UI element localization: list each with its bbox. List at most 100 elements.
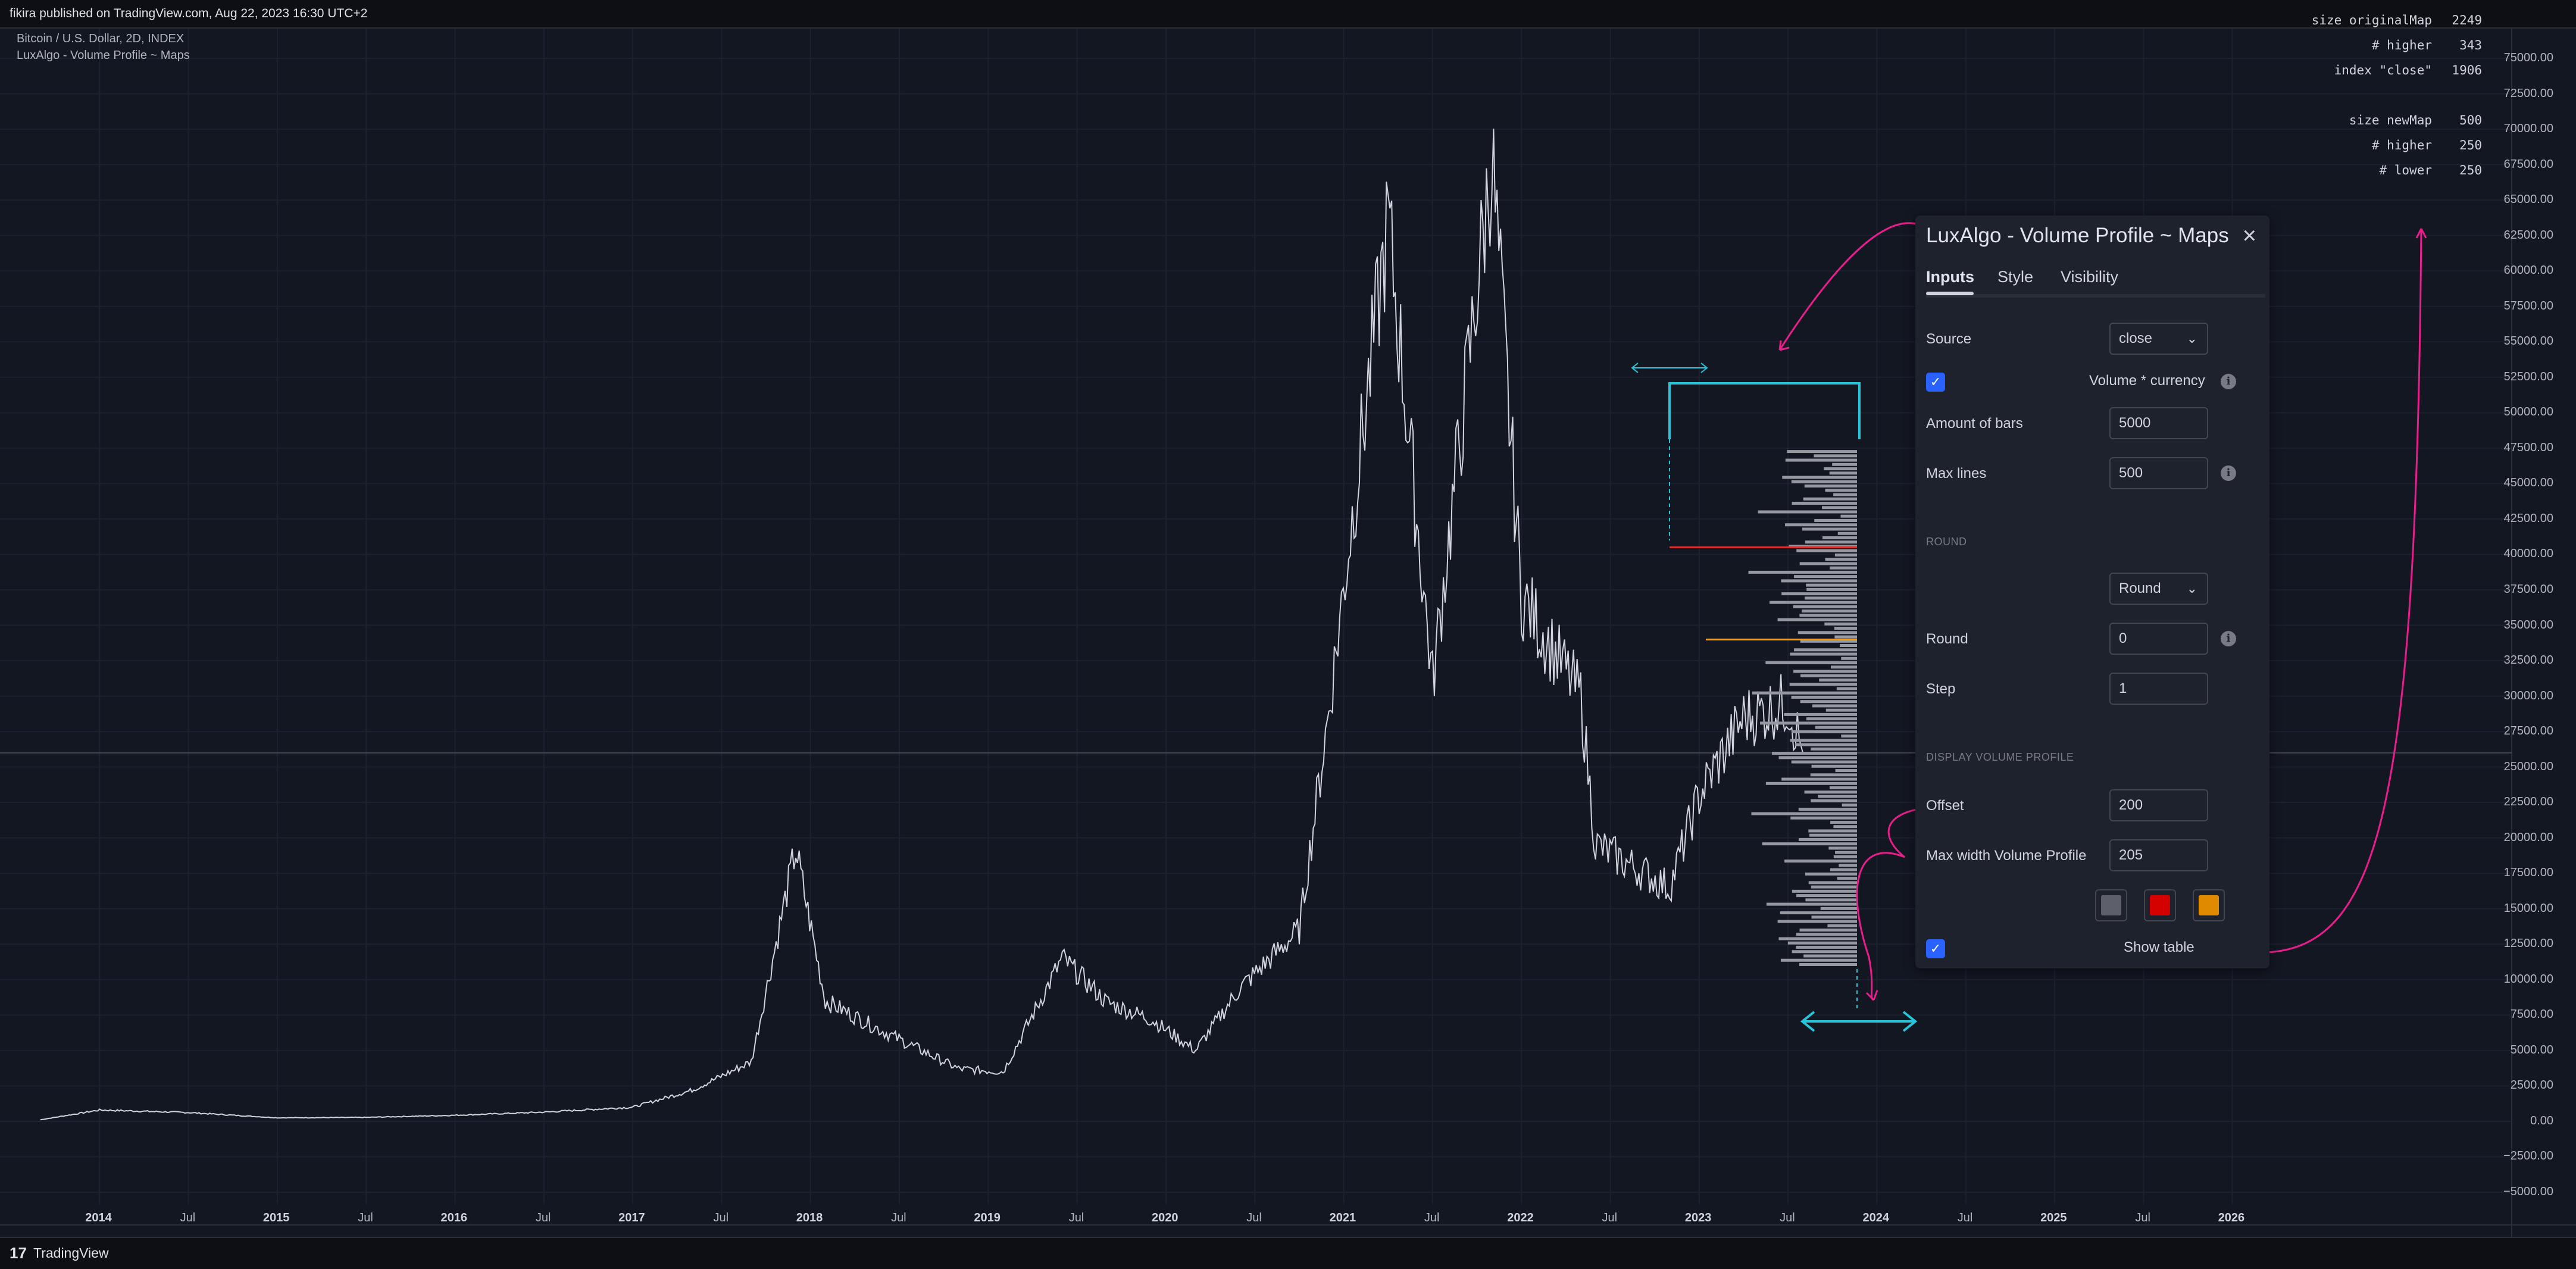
volume-profile-bar <box>1782 476 1857 479</box>
volume-profile-bar <box>1800 639 1857 643</box>
volume-profile-bar <box>1829 471 1857 475</box>
volume-profile-bar <box>1805 540 1857 544</box>
tab-inputs[interactable]: Inputs <box>1926 268 1974 286</box>
time-tick-label: 2017 <box>618 1211 645 1224</box>
price-tick-label: 47500.00 <box>2503 440 2553 454</box>
volume-profile-bar <box>1814 454 1857 458</box>
volume-profile-bar <box>1796 549 1857 552</box>
volume-profile-bar <box>1808 881 1857 884</box>
volume-profile-bar <box>1811 747 1857 751</box>
info-table: size originalMap 2249 # higher 343 index "cl… <box>2312 13 2482 188</box>
volume-currency-checkbox[interactable]: ✓ <box>1926 373 1945 392</box>
volume-profile-bar <box>1804 790 1857 794</box>
info-icon[interactable]: i <box>2221 374 2236 389</box>
volume-profile-bar <box>1834 627 1857 630</box>
info-table-value: 343 <box>2459 38 2482 52</box>
volume-profile-bar <box>1800 700 1857 704</box>
indicator-legend[interactable]: LuxAlgo - Volume Profile ~ Maps <box>17 49 190 62</box>
volume-profile-bar <box>1780 911 1857 915</box>
time-tick-label: 2026 <box>2218 1211 2245 1224</box>
volume-profile-bar <box>1804 485 1857 488</box>
volume-profile-bar <box>1787 450 1857 454</box>
volume-profile-bar <box>1791 480 1857 483</box>
offset-label: Offset <box>1926 798 1964 814</box>
volume-profile-bar <box>1793 605 1857 608</box>
chevron-down-icon: ⌄ <box>2186 331 2197 346</box>
price-tick-label: 12500.00 <box>2503 937 2553 951</box>
volume-profile-bar <box>1792 889 1857 893</box>
volume-profile-bar <box>1837 532 1857 535</box>
volume-profile-bar <box>1841 734 1857 738</box>
magenta-arrowhead <box>1778 340 1790 351</box>
volume-profile-bar <box>1829 786 1857 790</box>
color-swatch-orange[interactable] <box>2193 889 2225 921</box>
volume-profile-bar <box>1748 570 1857 574</box>
info-table-key: index "close" <box>2334 63 2432 77</box>
round-input[interactable]: 0 <box>2109 623 2208 655</box>
magenta-curve <box>1856 807 1924 1001</box>
step-input[interactable]: 1 <box>2109 673 2208 705</box>
info-table-row: # higher 250 <box>2312 138 2482 163</box>
volume-profile-bar <box>1825 708 1857 712</box>
price-tick-label: 40000.00 <box>2503 547 2553 561</box>
time-tick-label: Jul <box>713 1211 729 1224</box>
volume-profile-bar <box>1830 566 1857 570</box>
volume-profile-bar <box>1762 842 1857 846</box>
time-tick-label: 2021 <box>1329 1211 1356 1224</box>
volume-profile-bar <box>1835 769 1857 773</box>
info-icon[interactable]: i <box>2221 631 2236 646</box>
volume-profile-bar <box>1833 855 1857 858</box>
volume-profile-bar <box>1818 795 1857 798</box>
time-tick-label: 2018 <box>796 1211 823 1224</box>
color-swatch-gray[interactable] <box>2095 889 2127 921</box>
source-label: Source <box>1926 331 1972 347</box>
magenta-curve <box>2267 228 2422 954</box>
max-width-input[interactable]: 205 <box>2109 839 2208 871</box>
close-icon[interactable]: × <box>2242 223 2256 249</box>
tab-style[interactable]: Style <box>1997 268 2034 286</box>
source-select[interactable]: close ⌄ <box>2109 323 2208 355</box>
price-line <box>40 129 1803 1121</box>
volume-profile-bar <box>1780 958 1857 962</box>
price-tick-label: 72500.00 <box>2503 86 2553 100</box>
info-table-value: 250 <box>2459 163 2482 177</box>
time-tick-label: 2023 <box>1684 1211 1712 1224</box>
volume-profile-bar <box>1809 833 1857 837</box>
price-tick-label: 62500.00 <box>2503 228 2553 242</box>
time-tick-label: Jul <box>1957 1211 1973 1224</box>
tab-visibility[interactable]: Visibility <box>2061 268 2119 286</box>
info-icon[interactable]: i <box>2221 465 2236 481</box>
volume-profile-bar <box>1842 804 1857 807</box>
swatch-fill <box>2199 895 2219 915</box>
swatch-fill <box>2150 895 2170 915</box>
volume-profile-bar <box>1822 506 1857 510</box>
info-table-value: 250 <box>2459 138 2482 152</box>
amount-bars-input[interactable]: 5000 <box>2109 407 2208 439</box>
volume-profile-bar <box>1791 695 1857 699</box>
volume-profile-bar <box>1791 760 1857 764</box>
volume-profile-bar <box>1811 885 1857 889</box>
max-lines-input[interactable]: 500 <box>2109 457 2208 489</box>
round-mode-select[interactable]: Round ⌄ <box>2109 573 2208 605</box>
volume-profile-bar <box>1822 536 1857 539</box>
volume-profile-bar <box>1784 712 1857 716</box>
show-table-checkbox[interactable]: ✓ <box>1926 939 1945 958</box>
volume-profile-bar <box>1790 739 1857 742</box>
round-mode-value: Round <box>2119 580 2161 596</box>
info-table-row <box>2312 88 2482 113</box>
volume-profile-bar <box>1805 872 1857 876</box>
bracket-annotation <box>1668 382 1861 439</box>
price-tick-label: 32500.00 <box>2503 654 2553 667</box>
top-bar: fikira published on TradingView.com, Aug… <box>0 0 2576 29</box>
source-value: close <box>2119 330 2153 346</box>
volume-profile-bar <box>1772 752 1857 755</box>
volume-profile-bar <box>1785 523 1857 527</box>
info-table-row: size newMap 500 <box>2312 113 2482 138</box>
volume-profile-bar <box>1790 816 1857 820</box>
color-swatch-red[interactable] <box>2144 889 2176 921</box>
tradingview-logo[interactable]: 17 <box>10 1244 27 1262</box>
volume-profile-bar <box>1839 864 1857 867</box>
offset-input[interactable]: 200 <box>2109 789 2208 821</box>
volume-profile-bar <box>1811 799 1857 802</box>
volume-profile-bar <box>1808 829 1857 833</box>
